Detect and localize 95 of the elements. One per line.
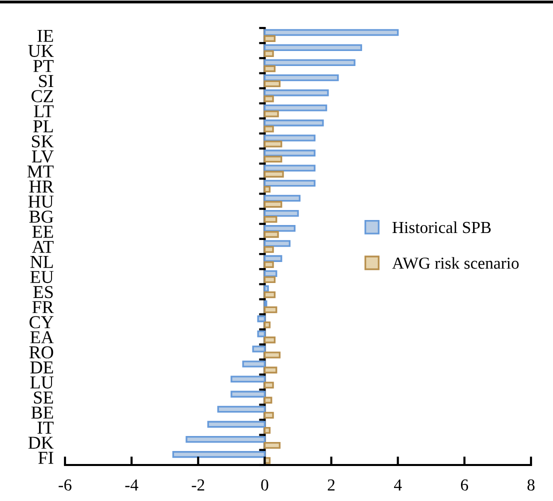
- bar: [264, 50, 274, 58]
- bar: [264, 170, 284, 178]
- y-tick-label: EA: [30, 331, 54, 344]
- x-tick-label: 6: [460, 479, 468, 491]
- bar: [230, 376, 266, 383]
- y-tick-label: ES: [33, 286, 53, 298]
- x-tick-label: -2: [192, 479, 204, 490]
- legend-label: Historical SPB: [392, 221, 491, 234]
- y-tick-label: PL: [33, 120, 53, 132]
- bar: [264, 140, 282, 148]
- bar: [264, 89, 329, 96]
- y-tick-label: LT: [34, 105, 54, 118]
- y-tick-label: FI: [38, 452, 54, 464]
- y-tick-label: BE: [31, 406, 53, 419]
- bar: [264, 200, 282, 208]
- bar: [264, 80, 281, 88]
- y-tick-label: AT: [32, 240, 54, 253]
- bar: [264, 225, 296, 232]
- bar: [264, 412, 274, 419]
- bar: [264, 442, 281, 449]
- bar: [257, 330, 266, 338]
- bar: [264, 95, 274, 102]
- bar: [264, 65, 276, 72]
- bar: [264, 291, 276, 298]
- bar: [264, 276, 276, 284]
- y-tick-label: EU: [30, 271, 54, 284]
- bar: [264, 321, 271, 328]
- x-tick-label: -6: [58, 479, 72, 491]
- y-tick-label: NL: [30, 256, 53, 268]
- bar: [264, 306, 278, 314]
- bar: [264, 44, 362, 51]
- y-tick-label: UK: [28, 45, 54, 58]
- y-tick-label: RO: [29, 346, 54, 358]
- bar: [230, 390, 266, 398]
- bar: [242, 360, 266, 368]
- bar: [264, 59, 356, 66]
- y-tick-label: LU: [30, 376, 54, 389]
- y-tick-label: CZ: [32, 90, 53, 102]
- bar: [264, 231, 279, 238]
- bar: [264, 382, 274, 389]
- y-tick-label: SE: [34, 392, 53, 404]
- bar: [186, 436, 266, 443]
- bar: [217, 406, 266, 413]
- bar: [264, 336, 276, 344]
- bar: [264, 246, 274, 253]
- y-tick-label: BG: [29, 210, 54, 223]
- bar: [264, 261, 274, 268]
- bar: [207, 420, 266, 428]
- legend-label: AWG risk scenario: [392, 257, 519, 269]
- bar: [264, 240, 291, 247]
- x-tick-label: 4: [394, 479, 402, 490]
- x-tick-label: 0: [261, 479, 268, 491]
- bar: [264, 210, 299, 217]
- y-tick-label: IE: [38, 30, 53, 42]
- y-tick-label: DE: [30, 361, 53, 374]
- bar: [264, 366, 278, 374]
- y-tick-label: SK: [32, 135, 54, 148]
- bar: [264, 255, 282, 262]
- bar: [264, 180, 316, 187]
- y-tick-label: HU: [28, 196, 54, 208]
- bar: [264, 134, 316, 142]
- bar: [264, 194, 300, 202]
- bar: [264, 74, 339, 82]
- bar: [264, 35, 276, 42]
- y-tick-label: MT: [27, 166, 54, 178]
- y-tick-label: FR: [32, 301, 54, 314]
- y-tick-label: DK: [28, 436, 54, 449]
- x-tick-label: -4: [125, 479, 138, 490]
- bar: [264, 396, 272, 404]
- y-tick-label: CY: [30, 316, 54, 328]
- bar: [264, 29, 399, 36]
- bar: [264, 110, 279, 118]
- bar: [264, 104, 328, 112]
- bar: [172, 451, 266, 458]
- bar: [264, 150, 316, 156]
- bar: [264, 216, 278, 223]
- y-tick-label: PT: [33, 60, 54, 72]
- bar: [264, 120, 324, 126]
- bar: [264, 270, 278, 278]
- bar: [264, 186, 271, 193]
- y-tick-label: EE: [32, 226, 53, 238]
- bar: [264, 126, 274, 132]
- bar: [252, 346, 266, 352]
- bar: [264, 285, 269, 292]
- bar: [257, 315, 266, 322]
- x-tick-label: 8: [527, 479, 535, 491]
- bar: [264, 156, 282, 162]
- bar: [264, 352, 281, 358]
- y-tick-label: IT: [38, 422, 54, 434]
- bar: [264, 426, 271, 434]
- bar: [264, 164, 316, 172]
- x-tick-label: 2: [328, 479, 335, 490]
- y-tick-label: HR: [29, 180, 54, 192]
- y-tick-label: LV: [32, 150, 54, 163]
- y-tick-label: SI: [39, 75, 54, 88]
